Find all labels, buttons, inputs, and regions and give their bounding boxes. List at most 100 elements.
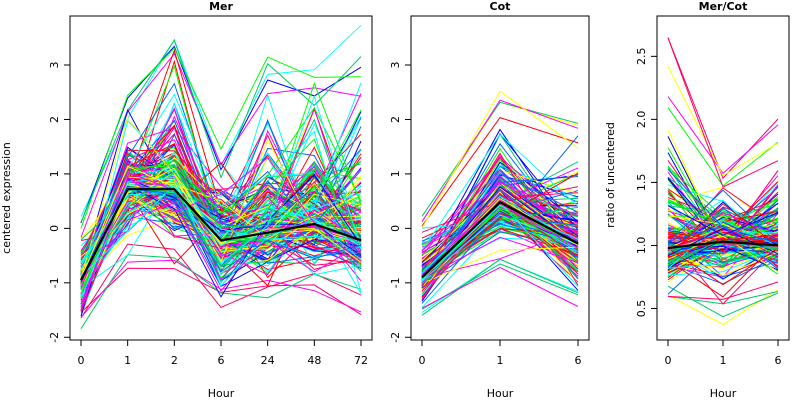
x-tick-label: 1 xyxy=(124,354,131,367)
profile-line xyxy=(80,192,362,283)
mean-profile-line xyxy=(421,200,579,279)
profile-line xyxy=(80,52,362,238)
y-axis: -2 -1 0 1 2 3 xyxy=(389,62,411,343)
profile-line xyxy=(80,93,362,267)
profile-line xyxy=(667,231,779,241)
profile-line xyxy=(80,119,362,306)
profile-line xyxy=(667,96,779,175)
x-tick-label: 6 xyxy=(218,354,225,367)
x-axis-label: Hour xyxy=(710,387,737,400)
profile-line xyxy=(80,191,362,264)
profile-line xyxy=(667,199,779,255)
profile-line xyxy=(421,263,579,310)
mean-profile-line xyxy=(667,240,779,250)
y-tick-label: -2 xyxy=(389,332,402,343)
panel-title: Mer/Cot xyxy=(699,0,748,13)
profile-line xyxy=(667,238,779,258)
profile-line xyxy=(667,210,779,251)
profile-line xyxy=(667,66,779,177)
x-tick-label: 24 xyxy=(261,354,275,367)
y-axis-label: ratio of uncentered xyxy=(604,122,617,228)
panel-title: Cot xyxy=(490,0,511,13)
profile-line xyxy=(421,236,579,280)
profile-line xyxy=(421,266,579,309)
profile-line xyxy=(80,126,362,274)
profile-line xyxy=(421,258,579,316)
profile-line xyxy=(80,47,362,229)
profile-line xyxy=(667,225,779,270)
profile-lines xyxy=(80,24,362,329)
profile-line xyxy=(80,158,362,281)
x-tick-label: 0 xyxy=(419,354,426,367)
x-tick-label: 6 xyxy=(575,354,582,367)
x-axis-label: Hour xyxy=(487,387,514,400)
profile-line xyxy=(421,182,579,252)
y-tick-label: 0 xyxy=(48,225,61,232)
mean-line xyxy=(667,240,779,250)
panel-title: Mer xyxy=(209,0,233,13)
x-axis: 0 1 6 xyxy=(419,340,582,367)
profile-line xyxy=(667,247,779,286)
profile-line xyxy=(667,255,779,285)
panel-cot: Cot -2 -1 0 1 2 3 0 1 6 Hour xyxy=(389,0,590,400)
profile-line xyxy=(421,99,579,222)
y-tick-label: 2 xyxy=(48,116,61,123)
y-tick-label: -2 xyxy=(48,332,61,343)
y-tick-label: 2 xyxy=(389,116,402,123)
profile-line xyxy=(80,94,362,277)
profile-line xyxy=(80,176,362,299)
profile-line xyxy=(667,37,779,180)
x-axis-label: Hour xyxy=(208,387,235,400)
profile-lines xyxy=(667,37,779,326)
profile-line xyxy=(667,281,779,300)
mean-line xyxy=(421,200,579,279)
y-tick-label: 1 xyxy=(48,170,61,177)
mean-line xyxy=(80,188,362,281)
profile-line xyxy=(421,195,579,274)
x-tick-label: 6 xyxy=(775,354,782,367)
x-tick-label: 1 xyxy=(720,354,727,367)
panel-mer: Mer -2 -1 0 1 2 3 0 1 2 6 24 48 72 Hour centered ex… xyxy=(0,0,373,400)
profile-line xyxy=(667,285,779,318)
panel-mer-cot: Mer/Cot 0.5 1.0 1.5 2.0 2.5 0 1 6 Hour ratio o… xyxy=(604,0,790,400)
profile-line xyxy=(80,188,362,279)
profile-line xyxy=(667,245,779,271)
y-tick-label: 2.5 xyxy=(635,48,648,66)
profile-line xyxy=(667,211,779,251)
x-tick-label: 0 xyxy=(665,354,672,367)
y-tick-label: 0 xyxy=(389,225,402,232)
x-tick-label: 48 xyxy=(307,354,321,367)
y-tick-label: 2.0 xyxy=(635,111,648,128)
profile-line xyxy=(667,215,779,248)
x-tick-label: 0 xyxy=(78,354,85,367)
profile-line xyxy=(667,189,779,245)
profile-line xyxy=(667,205,779,236)
profile-line xyxy=(421,90,579,229)
y-axis-label: centered expression xyxy=(0,142,13,254)
profile-line xyxy=(80,161,362,281)
profile-lines xyxy=(421,90,579,316)
profile-line xyxy=(80,173,362,298)
profile-line xyxy=(80,243,362,319)
y-tick-label: 1 xyxy=(389,170,402,177)
x-tick-label: 2 xyxy=(171,354,178,367)
profile-line xyxy=(80,165,362,280)
profile-line xyxy=(421,214,579,282)
profile-line xyxy=(421,206,579,284)
profile-line xyxy=(421,156,579,278)
profile-line xyxy=(421,215,579,278)
y-tick-label: -1 xyxy=(48,277,61,288)
x-tick-label: 72 xyxy=(354,354,368,367)
profile-line xyxy=(80,202,362,294)
profile-line xyxy=(80,211,362,284)
profile-line xyxy=(421,209,579,279)
profile-line xyxy=(667,169,779,244)
profile-line xyxy=(667,247,779,264)
profile-line xyxy=(80,167,362,281)
x-axis: 0 1 6 xyxy=(665,340,782,367)
x-tick-label: 1 xyxy=(497,354,504,367)
profile-line xyxy=(421,117,579,227)
profile-line xyxy=(421,246,579,285)
y-axis: -2 -1 0 1 2 3 xyxy=(48,62,70,343)
